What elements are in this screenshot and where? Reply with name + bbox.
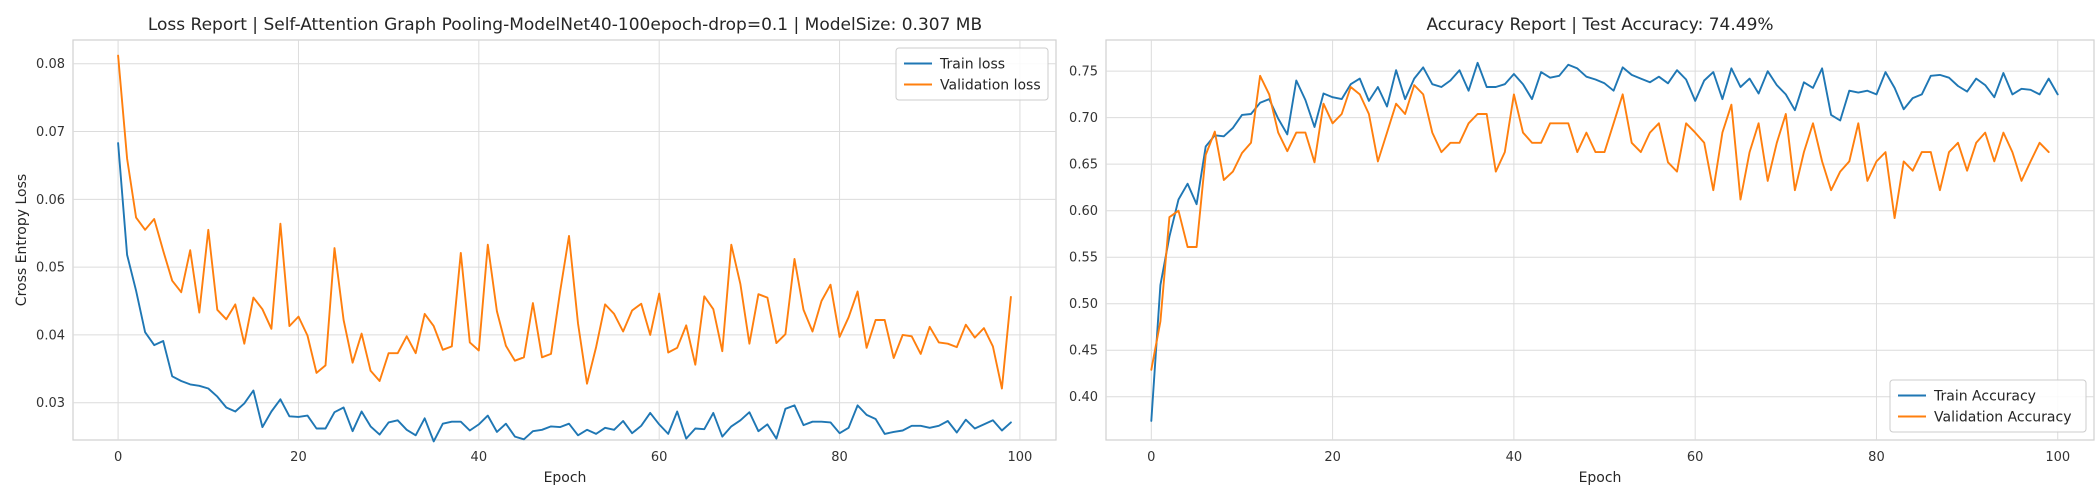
accuracy-x-tick-label: 20 <box>1324 450 1341 465</box>
accuracy-y-tick-label: 0.60 <box>1069 204 1098 219</box>
series-line-validation-loss <box>117 54 1012 390</box>
accuracy-x-tick-label: 40 <box>1506 450 1523 465</box>
accuracy-legend: Train Accuracy Validation Accuracy <box>1889 379 2087 433</box>
accuracy-chart-title: Accuracy Report | Test Accuracy: 74.49% <box>1426 15 1773 35</box>
accuracy-chart: Accuracy Report | Test Accuracy: 74.49% … <box>1069 15 2095 486</box>
accuracy-chart-x-axis-label: Epoch <box>1579 470 1622 486</box>
legend-label-validation-loss: Validation loss <box>940 78 1041 94</box>
accuracy-plot-area <box>1105 39 2095 441</box>
legend-label-train-loss: Train loss <box>939 57 1005 73</box>
loss-y-tick-label: 0.06 <box>36 193 65 208</box>
loss-legend-box <box>895 47 1049 101</box>
accuracy-x-tick-label: 0 <box>1147 450 1155 465</box>
loss-gridlines <box>73 40 1056 440</box>
loss-x-tick-label: 100 <box>1008 450 1033 465</box>
legend-label-validation-accuracy: Validation Accuracy <box>1934 410 2072 426</box>
accuracy-x-tick-label: 80 <box>1868 450 1885 465</box>
accuracy-y-tick-label: 0.55 <box>1069 251 1098 266</box>
loss-plot-area <box>72 39 1057 441</box>
accuracy-y-tick-label: 0.40 <box>1069 390 1098 405</box>
series-line-train-loss <box>117 142 1012 443</box>
accuracy-gridlines <box>1106 40 2094 440</box>
accuracy-x-tick-label: 60 <box>1687 450 1704 465</box>
series-line-validation-accuracy <box>1150 74 2050 371</box>
accuracy-y-tick-label: 0.45 <box>1069 344 1098 359</box>
loss-x-tick-label: 60 <box>651 450 668 465</box>
loss-chart: Loss Report | Self-Attention Graph Pooli… <box>14 15 1057 486</box>
accuracy-y-tick-label: 0.75 <box>1069 65 1098 80</box>
loss-y-tick-label: 0.07 <box>36 125 65 140</box>
loss-y-tick-label: 0.08 <box>36 57 65 72</box>
series-line-train-accuracy <box>1150 61 2059 422</box>
loss-y-tick-label: 0.03 <box>36 396 65 411</box>
accuracy-x-tick-label: 100 <box>2045 450 2070 465</box>
legend-label-train-accuracy: Train Accuracy <box>1933 389 2036 405</box>
loss-chart-x-axis-label: Epoch <box>544 470 587 486</box>
loss-x-tick-label: 20 <box>290 450 307 465</box>
loss-y-tick-label: 0.05 <box>36 261 65 276</box>
loss-chart-y-axis-label: Cross Entropy Loss <box>14 174 30 306</box>
loss-x-tick-label: 40 <box>471 450 488 465</box>
accuracy-y-tick-label: 0.65 <box>1069 158 1098 173</box>
loss-x-tick-label: 80 <box>831 450 848 465</box>
accuracy-legend-box <box>1889 379 2087 433</box>
accuracy-y-tick-label: 0.50 <box>1069 297 1098 312</box>
loss-chart-title: Loss Report | Self-Attention Graph Pooli… <box>148 15 982 35</box>
loss-legend: Train loss Validation loss <box>895 47 1049 101</box>
accuracy-y-tick-label: 0.70 <box>1069 111 1098 126</box>
loss-x-tick-label: 0 <box>114 450 122 465</box>
loss-y-tick-label: 0.04 <box>36 328 65 343</box>
